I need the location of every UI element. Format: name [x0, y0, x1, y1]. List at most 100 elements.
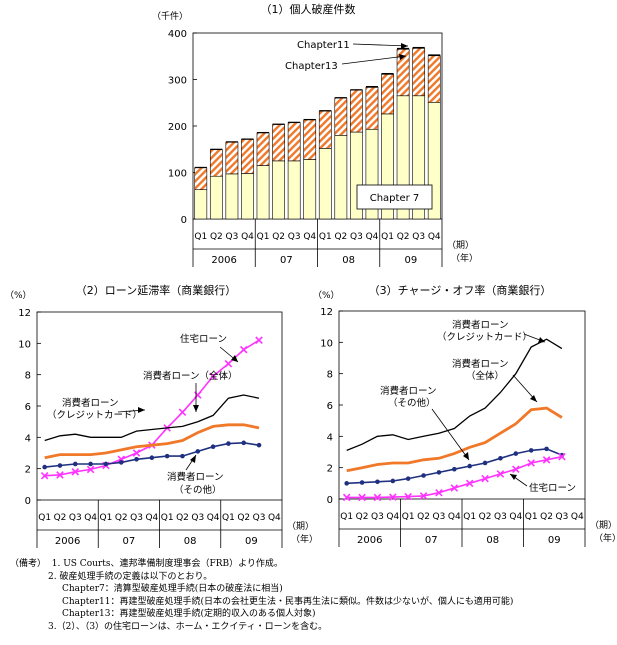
- chart2-series-1-line: [44, 423, 260, 460]
- chart3-quarter-label: Q3: [433, 512, 446, 522]
- chapter7-label-box: [356, 184, 433, 210]
- chart1-quarter-label: Q4: [428, 232, 441, 242]
- chart3-ytick-label: 8: [327, 370, 333, 381]
- chart2-series-0-marker: [86, 465, 95, 474]
- chart2-series-0-marker: [132, 449, 141, 457]
- chapter11-bar: [381, 72, 394, 75]
- chart2-year-unit-label: （年）: [291, 533, 318, 545]
- chapter13-bar: [241, 139, 254, 174]
- chart2-series-3-marker: [118, 460, 124, 465]
- chart3-series-3-marker: [527, 459, 535, 467]
- chapter13-arrowhead: [399, 54, 406, 60]
- chapter7-label: Chapter 7: [370, 193, 420, 204]
- chart3-series-3-marker: [404, 492, 412, 501]
- chart2-year-label: 09: [245, 536, 258, 547]
- chart3-series-3-marker: [373, 493, 382, 502]
- chart3-series-2-marker: [452, 466, 457, 472]
- chart3-quarter-label: Q1: [463, 512, 476, 522]
- chart2-quarter-label: Q2: [115, 513, 128, 523]
- chart2-series-0-marker: [224, 359, 233, 368]
- chart2-year-label: 08: [184, 536, 197, 547]
- chapter11-bar: [365, 86, 379, 88]
- chart3-series-2-marker: [359, 480, 365, 485]
- note-1: 1. US Courts、連邦準備制度理事会（FRB）より作成。: [51, 559, 283, 569]
- chart2-year-label: 2006: [55, 536, 80, 547]
- chart3-year-label: 07: [425, 535, 438, 546]
- chart2-series-3-marker: [164, 453, 170, 459]
- chart3-ytick-label: 6: [327, 401, 333, 412]
- chapter7-bar: [287, 160, 301, 220]
- chart2-series-2-line: [44, 394, 260, 442]
- chapter11-bar: [428, 54, 441, 56]
- chart1-ytick-label: 300: [168, 76, 187, 87]
- chart1-year-label: 09: [405, 255, 418, 266]
- chapter7-bar: [303, 159, 317, 220]
- chart2-quarter-label: Q3: [130, 513, 143, 523]
- chart2-label-other-2: （その他）: [174, 484, 222, 496]
- chart2-series-3-marker: [103, 461, 109, 467]
- chapter11-label: Chapter11: [297, 40, 350, 51]
- chart2-quarter-label: Q2: [237, 513, 250, 523]
- chart2-series-3-marker: [134, 456, 139, 462]
- chart2-arrowhead-other: [190, 455, 196, 463]
- chapter13-bar: [287, 122, 301, 162]
- chapter11-bar: [303, 118, 316, 120]
- chapter13-bar: [256, 132, 270, 166]
- chapter11-bar: [334, 97, 347, 99]
- chart1-ytick-label: 400: [168, 29, 187, 40]
- chart1-quarter-label: Q3: [288, 232, 301, 242]
- chart2-series-0-marker: [239, 345, 248, 354]
- chart1-quarter-label: Q1: [257, 232, 270, 242]
- chart3-arrowhead-other: [463, 452, 469, 460]
- chart2-quarter-label: Q1: [161, 513, 174, 523]
- chart1-quarter-label: Q1: [194, 232, 207, 242]
- chart1-ytick-label: 200: [168, 122, 187, 133]
- chart2-quarter-label: Q3: [253, 513, 266, 523]
- chart3-series-2-marker: [421, 473, 426, 478]
- chart3-quarter-label: Q2: [479, 512, 492, 522]
- chart3-series-3-marker: [435, 488, 443, 497]
- chart2-quarter-label: Q3: [69, 513, 82, 523]
- chart1-ytick-label: 100: [168, 169, 187, 180]
- chart3-quarter-label: Q4: [571, 512, 584, 522]
- chart1-quarter-label: Q2: [210, 232, 223, 242]
- chart1-year-label: 2006: [211, 255, 236, 266]
- chapter7-bar: [256, 165, 270, 220]
- chart3-ytick-label: 10: [320, 338, 333, 349]
- chapter11-bar: [397, 47, 410, 50]
- chart3-series-2-marker: [405, 476, 411, 481]
- chart3-quarter-label: Q3: [556, 512, 569, 522]
- chart1-quarter-label: Q4: [366, 232, 379, 242]
- chart3-series-3-marker: [465, 479, 474, 488]
- chapter11-bar: [225, 141, 238, 143]
- chart3-quarter-label: Q2: [417, 512, 430, 522]
- chart1-quarter-label: Q3: [226, 232, 239, 242]
- chart3-ytick-label: 12: [320, 307, 333, 318]
- chart2-series-0-marker: [178, 408, 187, 417]
- chart2-quarter-label: Q2: [54, 513, 67, 523]
- chart1-title: （1）個人破産件数: [261, 2, 356, 16]
- chart2-quarter-label: Q1: [38, 513, 51, 523]
- chapter13-bar: [225, 141, 239, 175]
- chart3-year-unit-label: （年）: [594, 532, 617, 544]
- chapter11-bar: [194, 166, 207, 168]
- chart2-quarter-label: Q3: [191, 513, 204, 523]
- chart3-series-3-marker: [496, 470, 505, 478]
- chart3-label-other-1: 消費者ローン: [380, 385, 437, 397]
- chart3-series-2-marker: [498, 455, 503, 461]
- chapter13-bar: [334, 97, 348, 136]
- chart3-series-2-marker: [436, 470, 442, 475]
- note-chapter7: Chapter7：清算型破産処理手続(日本の破産法に相当): [62, 584, 283, 595]
- chart2-yunit: （%）: [5, 290, 32, 301]
- chart2-ytick-label: 2: [25, 465, 31, 476]
- chart2-quarter-label: Q1: [100, 513, 113, 523]
- chart2-quarter-label: Q4: [268, 513, 281, 523]
- chart2-series-3-marker: [256, 442, 262, 448]
- chapter13-bar: [365, 87, 379, 130]
- chart3-series-3-marker: [358, 493, 366, 502]
- chapter7-bar: [225, 173, 239, 220]
- note-2: 2. 破産処理手続の定義は以下のとおり。: [48, 571, 213, 582]
- chart3-year-label: 2006: [357, 535, 382, 546]
